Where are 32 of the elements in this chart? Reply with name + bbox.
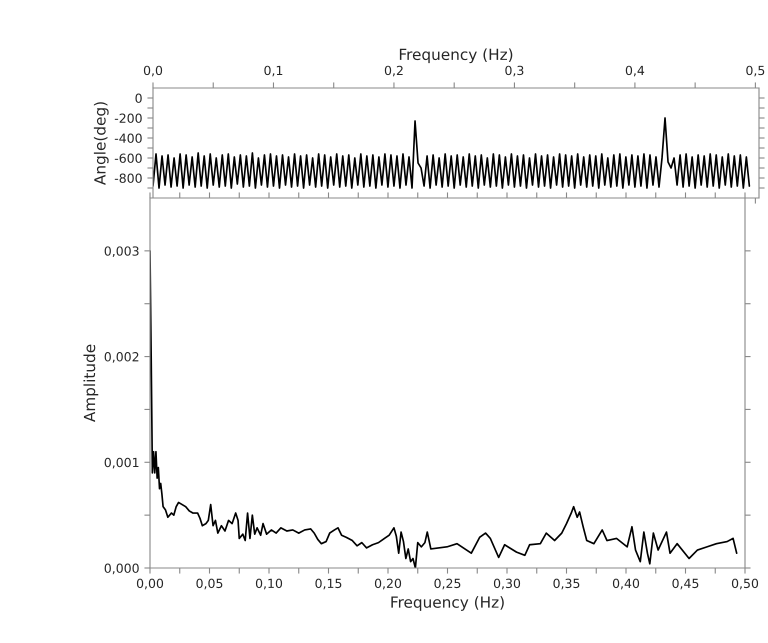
x-tick-label: 0,2 [384, 66, 403, 76]
y-tick-label: 0,002 [104, 352, 138, 363]
y-tick-label: 0,000 [104, 563, 139, 574]
line-series [150, 250, 738, 568]
x-tick-label: 0,15 [315, 578, 342, 590]
x-tick-label: 0,00 [136, 578, 164, 590]
y-axis-title: Angle(deg) [94, 102, 109, 185]
x-tick-label: 0,35 [553, 578, 580, 590]
y-tick-label: -200 [114, 113, 142, 123]
x-tick-label: 0,05 [196, 578, 222, 590]
x-axis-title: Frequency (Hz) [400, 48, 512, 64]
y-tick-label: -400 [114, 133, 142, 143]
x-tick-label: 0,5 [746, 66, 764, 76]
x-tick-label: 0,25 [434, 578, 460, 590]
y-tick-label: -800 [114, 173, 142, 183]
y-tick-label: 0,003 [104, 246, 139, 258]
x-tick-label: 0,4 [626, 66, 644, 76]
y-tick-label: 0 [135, 93, 142, 103]
x-axis-title: Frequency (Hz) [391, 596, 504, 611]
x-tick-label: 0,3 [505, 66, 524, 76]
y-tick-label: 0,001 [104, 458, 138, 468]
x-tick-label: 0,40 [612, 578, 640, 590]
y-axis-title: Amplitude [83, 344, 98, 422]
x-tick-label: 0,0 [144, 66, 162, 76]
x-tick-label: 0,50 [732, 578, 758, 590]
line-series [153, 117, 750, 189]
x-tick-label: 0,20 [374, 578, 402, 590]
x-tick-label: 0,45 [672, 578, 698, 590]
x-tick-label: 0,1 [264, 66, 282, 76]
x-tick-label: 0,10 [256, 578, 282, 590]
x-tick-label: 0,30 [494, 578, 520, 590]
y-tick-label: -600 [114, 153, 142, 163]
